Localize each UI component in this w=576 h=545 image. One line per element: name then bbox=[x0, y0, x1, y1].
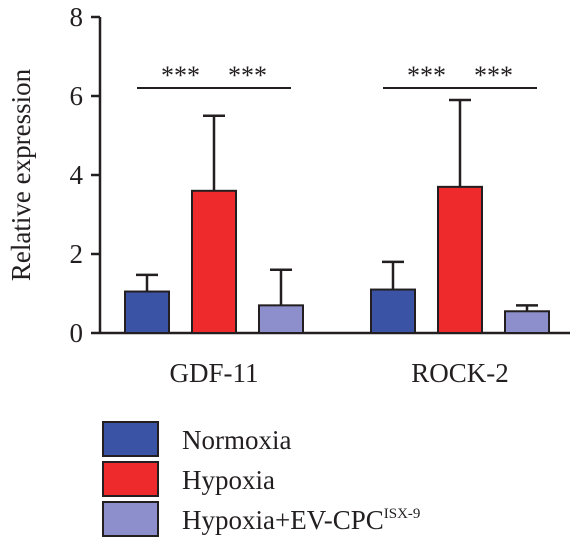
x-category-label: GDF-11 bbox=[169, 358, 258, 388]
bar bbox=[504, 310, 550, 334]
y-tick-label: 8 bbox=[70, 2, 84, 32]
y-axis-label: Relative expression bbox=[6, 68, 36, 281]
x-category-label: ROCK-2 bbox=[411, 358, 509, 388]
bar bbox=[370, 288, 416, 334]
axes: 0 2 4 6 8 Relative expression GDF-11 ROCK-2 bbox=[6, 2, 570, 388]
bar bbox=[124, 290, 170, 334]
significance-label: *** bbox=[228, 61, 267, 90]
legend-swatch bbox=[102, 461, 159, 497]
significance-label: *** bbox=[474, 61, 513, 90]
legend-label: Normoxia bbox=[182, 425, 291, 455]
legend-label: Hypoxia bbox=[182, 465, 275, 495]
legend-label: Hypoxia+EV-CPCISX-9 bbox=[182, 505, 420, 535]
y-tick-label: 2 bbox=[70, 239, 84, 269]
bar bbox=[437, 185, 483, 334]
bar bbox=[258, 304, 304, 335]
y-tick-label: 0 bbox=[70, 318, 84, 348]
legend-swatch bbox=[102, 501, 159, 537]
legend-swatch bbox=[102, 421, 159, 457]
y-tick-label: 6 bbox=[70, 81, 84, 111]
bars bbox=[124, 98, 550, 335]
bar bbox=[191, 189, 237, 334]
y-tick-label: 4 bbox=[70, 160, 84, 190]
legend: Normoxia Hypoxia Hypoxia+EV-CPCISX-9 bbox=[102, 421, 420, 537]
significance-label: *** bbox=[407, 61, 446, 90]
significance-label: *** bbox=[161, 61, 200, 90]
significance-annotations: *** *** *** *** bbox=[137, 61, 537, 90]
legend-label-superscript: ISX-9 bbox=[384, 506, 421, 522]
